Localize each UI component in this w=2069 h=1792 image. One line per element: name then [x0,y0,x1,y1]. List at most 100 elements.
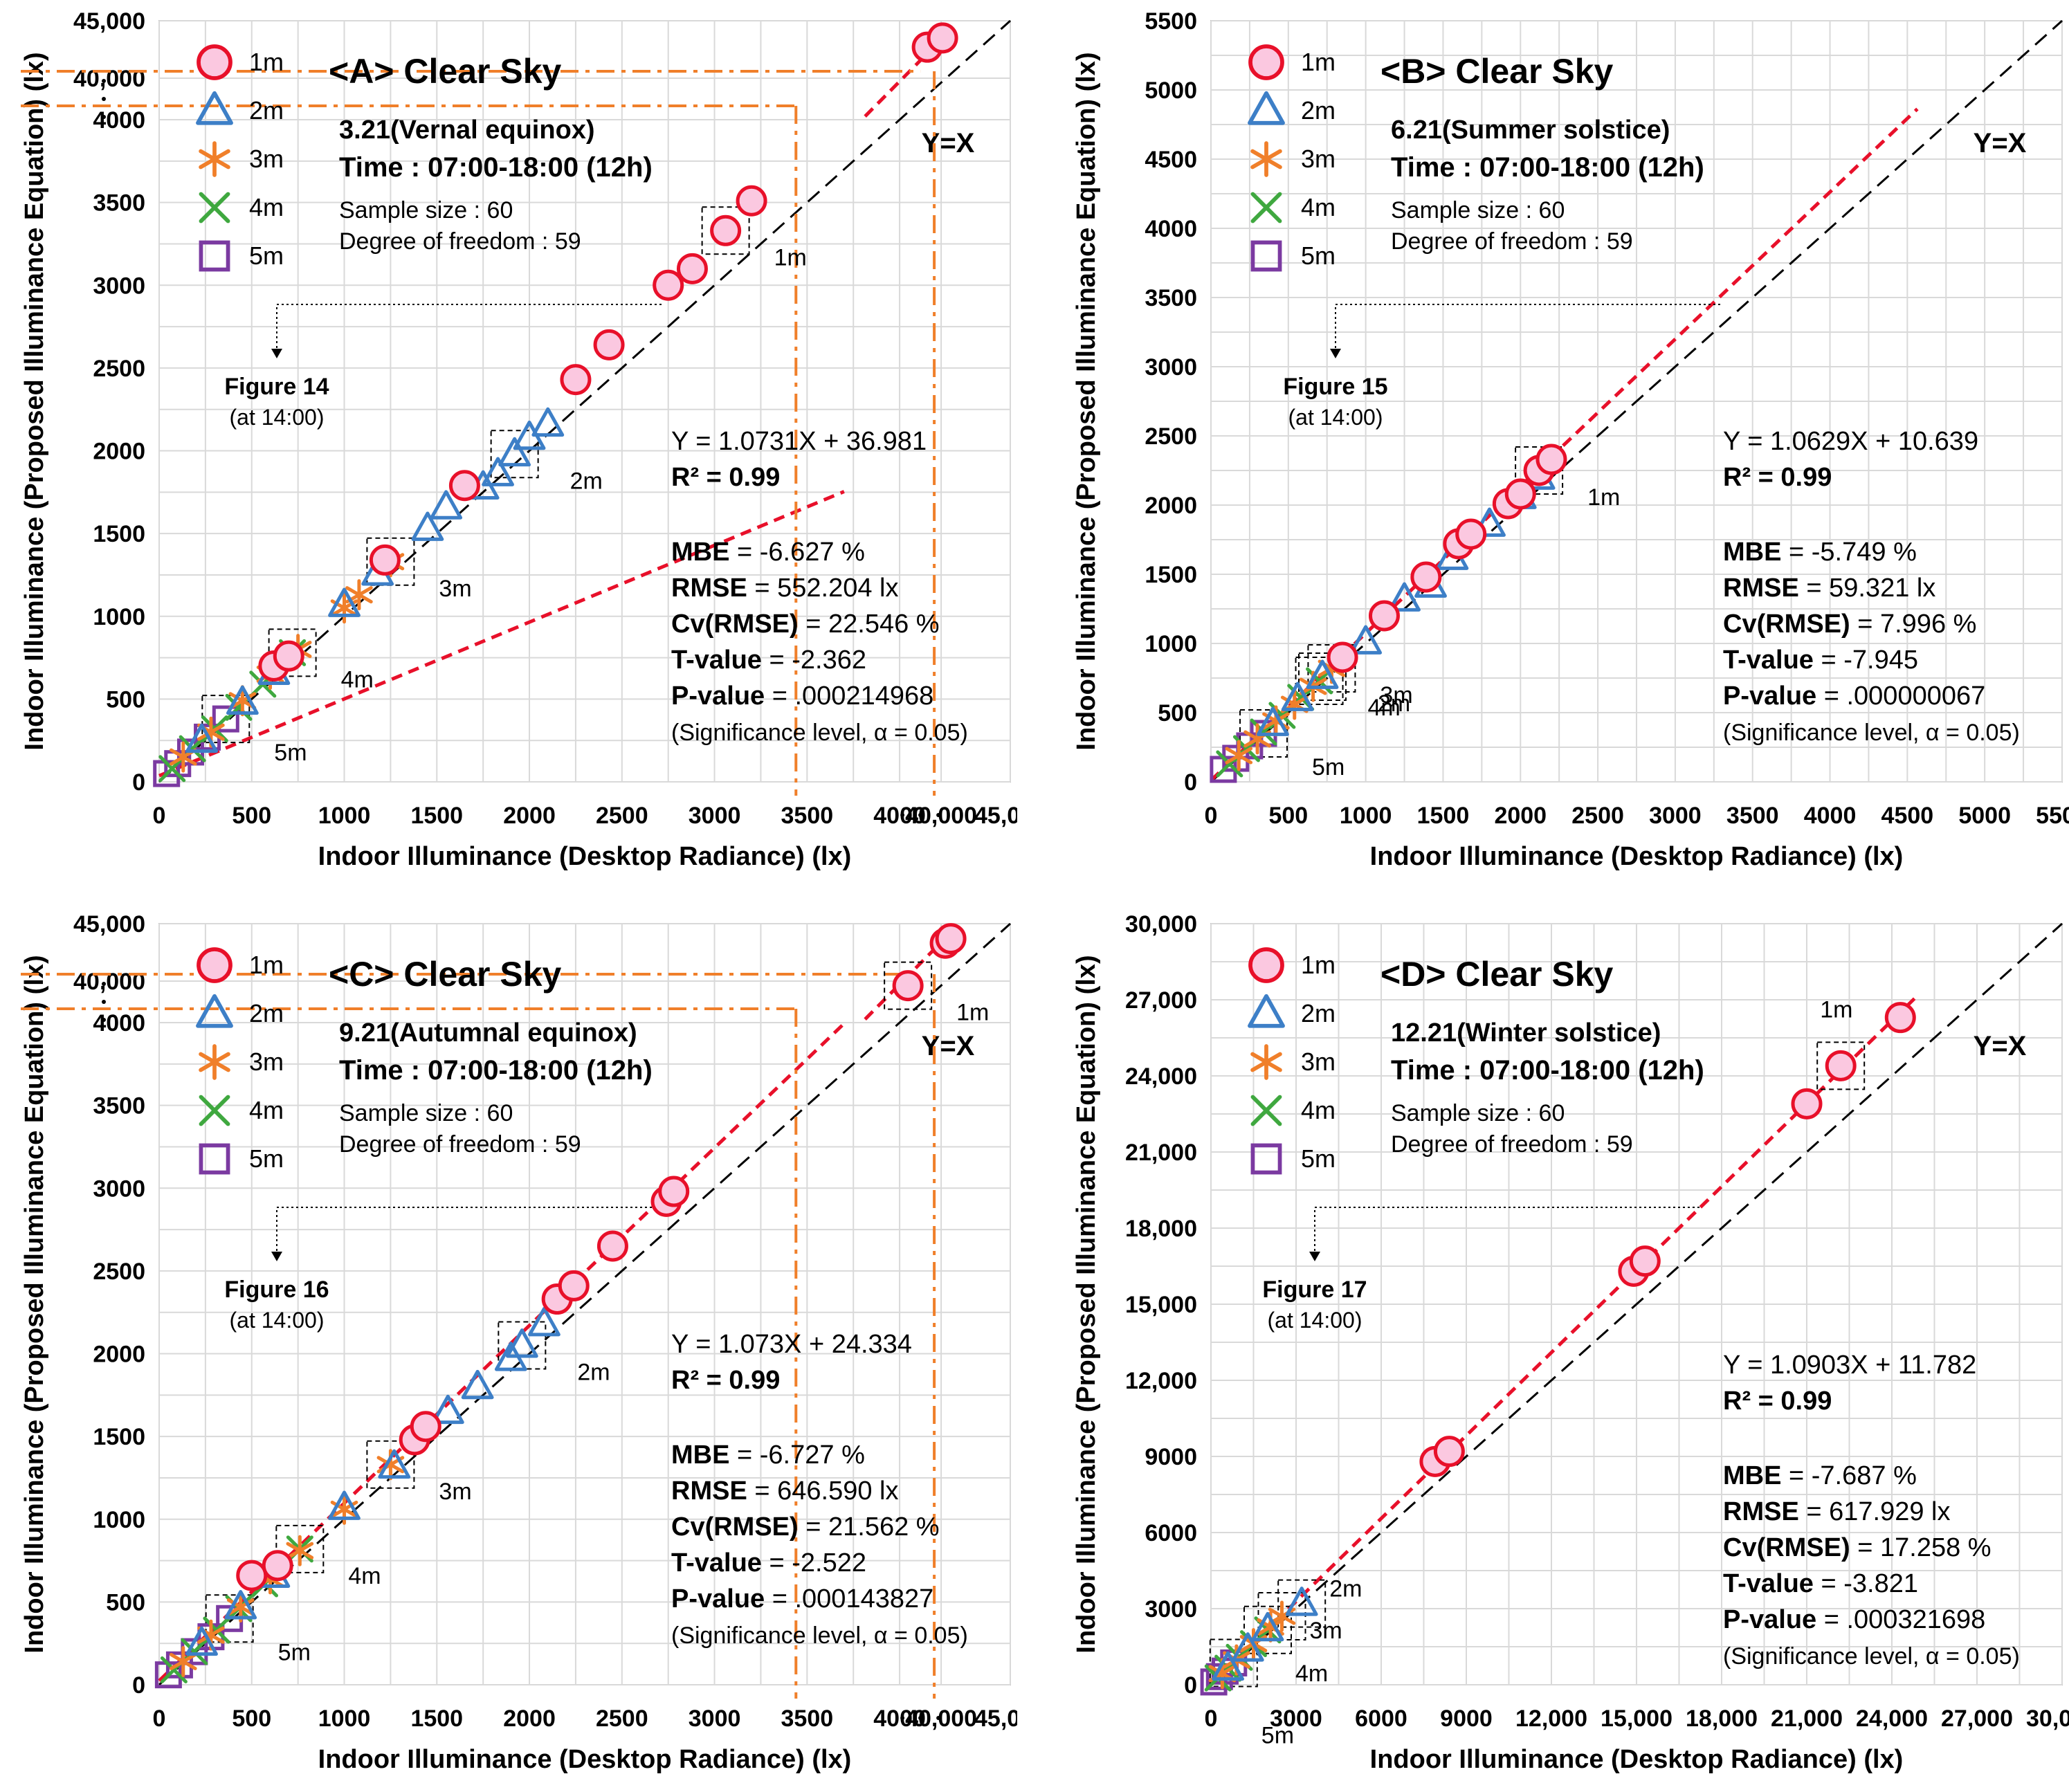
y-tick-label: 3000 [93,1176,145,1202]
box-label-3m: 3m [1380,682,1412,708]
y-tick-label: 30,000 [1125,911,1197,938]
highlight-box-2m [490,430,539,479]
y-tick-label: 12,000 [1125,1368,1197,1394]
stat-pvalue: P-value = .000143827 [671,1584,933,1613]
x-axis-title: Indoor Illuminance (Desktop Radiance) (l… [1370,842,1904,871]
legend-label-4m: 4m [1301,1096,1336,1124]
chart-panel-c: 0 0 500 500 1000 1000 1500 1500 2000 2000 2500 2500… [0,903,1046,1792]
box-label-4m: 4m [1295,1661,1328,1687]
time-label: Time : 07:00-18:00 (12h) [339,1055,653,1086]
stat-name: RMSE [1723,574,1799,603]
y-tick-label: 18,000 [1125,1216,1197,1242]
x-tick-label: 0 [153,803,166,829]
highlight-box-3m [366,1440,415,1489]
stat-value: = -5.749 % [1781,538,1916,567]
legend-label-3m: 3m [249,145,284,173]
stat-name: P-value [1723,1605,1816,1634]
figure-connector [1314,1207,1702,1256]
axis-break-dot [900,813,905,817]
axis-break-guides [21,973,936,1699]
time-label: Time : 07:00-18:00 (12h) [1391,152,1704,183]
y-tick-label: 45,000 [73,8,145,35]
axis-break-dot [900,1716,905,1720]
legend-label-2m: 2m [249,999,284,1027]
grid [158,923,1011,1685]
y-equals-x-label: Y=X [922,1031,975,1061]
data-markers [154,923,967,1689]
x-tick-label: 45,000 [974,1706,1017,1732]
stat-tvalue: T-value = -2.362 [671,646,866,675]
point-2m [482,457,514,486]
legend-marker-4m [1250,192,1282,223]
stat-mbe: MBE = -6.727 % [671,1441,865,1470]
significance-note: (Significance level, α = 0.05) [671,1622,968,1649]
y-tick-label: 27,000 [1125,987,1197,1014]
x-tick-label: 1000 [1340,803,1392,829]
sample-size-label: Sample size : 60 [1391,1100,1565,1126]
y-equals-x-line [1210,922,2063,1686]
highlight-box-4m [1243,1605,1292,1654]
sample-size-label: Sample size : 60 [1391,197,1565,223]
y-tick-label: 6000 [1145,1520,1197,1546]
y-tick-label: 3000 [1145,354,1197,381]
x-tick-label: 12,000 [1515,1706,1587,1732]
legend-marker-4m [199,1095,230,1126]
point-2m [226,685,259,715]
point-1m [1455,518,1487,550]
x-tick-label: 0 [1205,1706,1218,1732]
highlight-box-2m [1298,652,1347,701]
legend-label-5m: 5m [249,241,284,270]
x-tick-label: 5000 [1958,803,2011,829]
chart-title: <A> Clear Sky [329,52,562,91]
scatter-chart-d: 00 3000 3000 6000 6000 9000 9000 12,000 12,000 15… [1072,911,2069,1774]
stat-value: = .000000067 [1816,682,1985,711]
point-2m [528,1306,560,1337]
grid [1210,20,2063,783]
point-1m [1884,1002,1916,1034]
stat-name: P-value [671,1584,765,1613]
x-tick-label: 4500 [1881,803,1934,829]
point-2m [1251,1611,1284,1642]
x-tick-label: 40,000 [905,1706,977,1732]
point-2m [1349,625,1383,655]
r-squared: R² = 0.99 [671,1366,780,1395]
stat-mbe: MBE = -7.687 % [1723,1461,1917,1490]
scatter-chart-b: 00 500 500 1000 1000 1500 1500 2000 2000 2500 2500… [1072,8,2069,871]
x-tick-label: 1500 [1417,803,1470,829]
point-1m [1791,1088,1823,1119]
figure-ref-sub: (at 14:00) [1268,1308,1362,1333]
box-label-2m: 2m [577,1360,610,1386]
stat-name: T-value [1723,646,1814,675]
dof-label: Degree of freedom : 59 [339,1131,581,1158]
sample-size-label: Sample size : 60 [339,1100,513,1126]
x-tick-label: 1000 [318,1706,371,1732]
point-2m [185,1626,218,1656]
chart-title: <C> Clear Sky [329,955,562,994]
stat-cvrmse: Cv(RMSE) = 7.996 % [1723,610,1976,639]
axis-break-dot [102,115,106,119]
point-2m [1388,582,1421,612]
y-tick-label: 40,000 [73,969,145,995]
legend-marker-3m [199,141,230,177]
point-1m [560,364,592,396]
x-tick-label: 18,000 [1686,1706,1758,1732]
legend-label-5m: 5m [1301,1144,1336,1173]
x-axis-title: Indoor Illuminance (Desktop Radiance) (l… [318,1745,852,1774]
x-tick-label: 3000 [1649,803,1702,829]
point-1m [1327,641,1358,673]
legend-label-1m: 1m [1301,951,1336,979]
stat-cvrmse: Cv(RMSE) = 22.546 % [671,610,940,639]
box-label-3m: 3m [439,1479,471,1505]
y-tick-label: 0 [132,1672,145,1699]
x-tick-label: 3500 [781,803,834,829]
x-tick-label: 3000 [1270,1706,1322,1732]
legend-marker-1m [1248,44,1284,80]
y-equals-x-label: Y=X [922,128,975,158]
y-tick-label: 4500 [1145,147,1197,173]
x-tick-label: 2000 [503,803,556,829]
point-1m [410,1411,441,1443]
chart-panel-a: 0 0 500 500 1000 1000 1500 1500 2000 2000 2500 2500… [0,0,1046,889]
point-1m [596,1230,628,1262]
y-tick-label: 4000 [1145,216,1197,242]
point-1m [1535,444,1567,475]
